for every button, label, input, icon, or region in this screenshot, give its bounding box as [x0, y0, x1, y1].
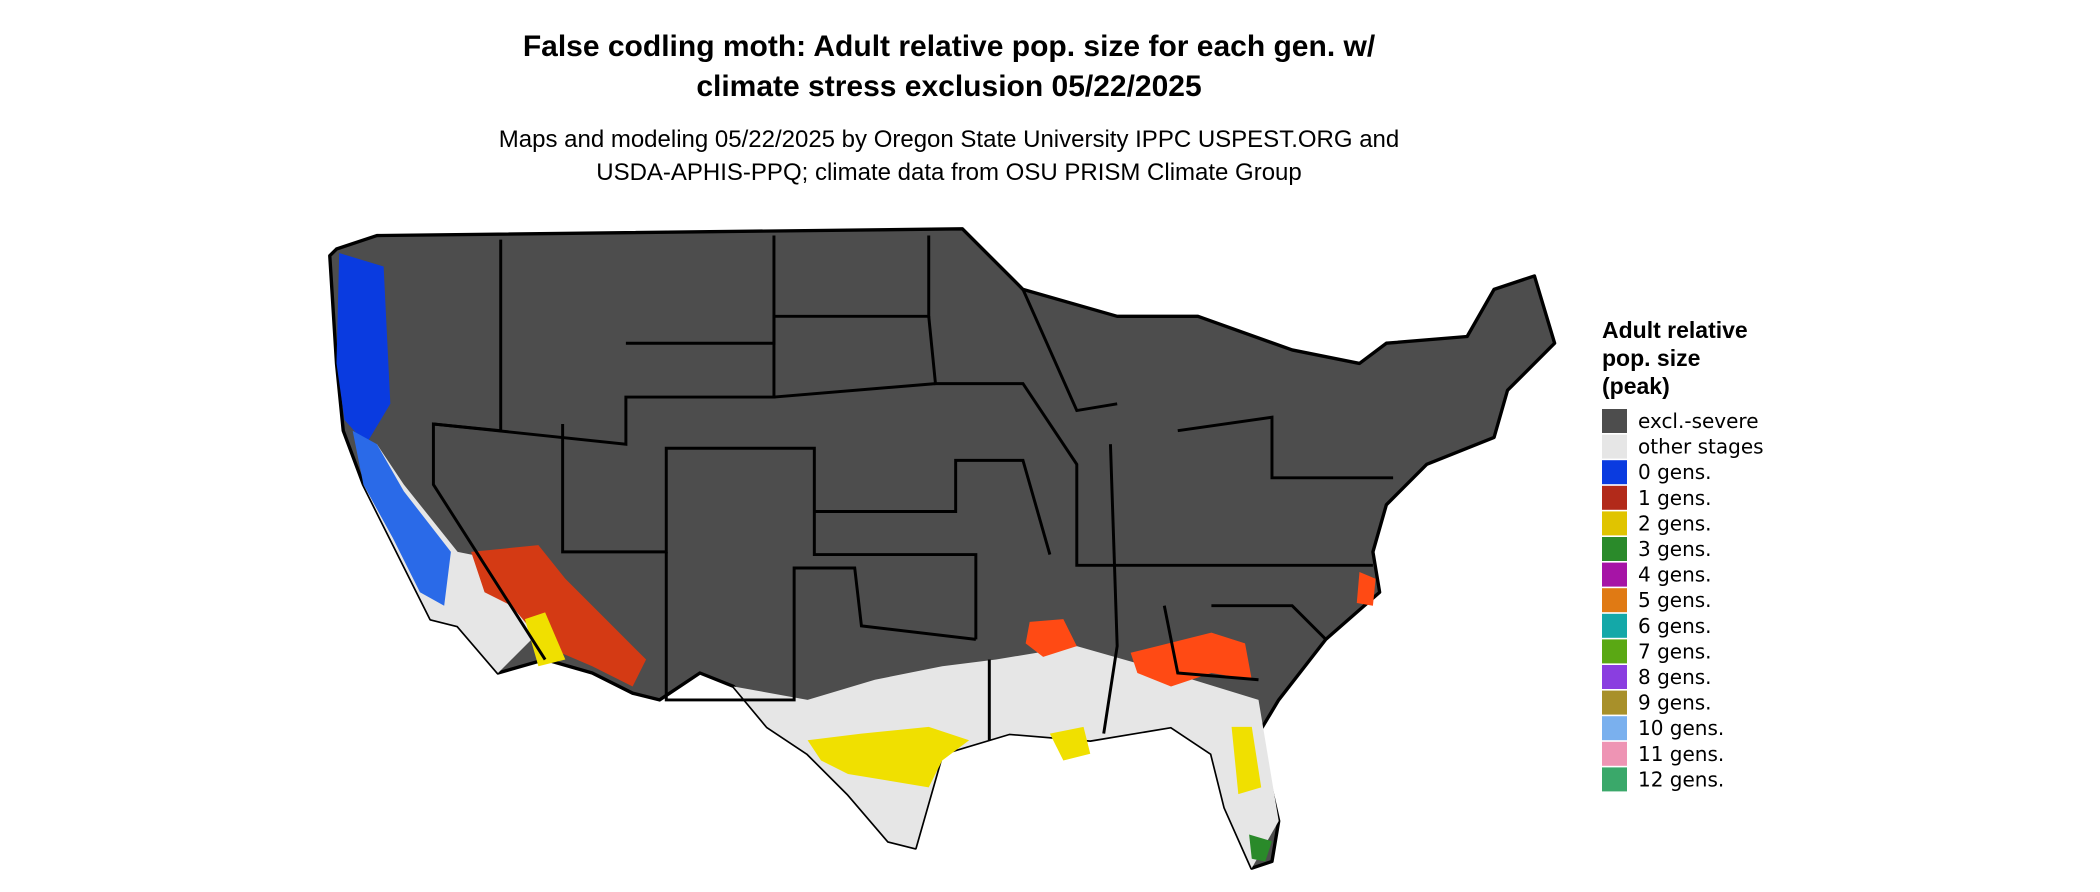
legend-swatch [1602, 741, 1627, 766]
legend-swatch [1602, 562, 1627, 587]
legend-label: 9 gens. [1638, 691, 1712, 715]
region-0-gens [336, 253, 391, 445]
legend-swatch [1602, 639, 1627, 664]
legend-swatch [1602, 690, 1627, 715]
legend-swatch [1602, 485, 1627, 510]
region-3-gens [1249, 834, 1272, 862]
legend-label: 11 gens. [1638, 742, 1724, 766]
state-borders [431, 235, 1394, 741]
region-2-gens [1049, 726, 1091, 761]
legend-label: 10 gens. [1638, 716, 1724, 740]
subtitle-line: USDA-APHIS-PPQ; climate data from OSU PR… [596, 159, 1302, 186]
legend-label: 2 gens. [1638, 511, 1712, 535]
legend-swatch [1602, 409, 1627, 433]
legend-label: 3 gens. [1638, 537, 1712, 561]
region-2-gens [1231, 726, 1262, 795]
legend-swatch [1602, 665, 1627, 689]
legend-label: other stages [1638, 435, 1764, 459]
legend-label: 8 gens. [1638, 665, 1712, 689]
legend-swatch [1602, 716, 1627, 741]
title-line: climate stress exclusion 05/22/2025 [696, 70, 1201, 103]
legend-swatch [1602, 588, 1627, 613]
region-0-gens [352, 430, 451, 606]
title-line: False codling moth: Adult relative pop. … [523, 30, 1376, 63]
map [328, 227, 1557, 870]
legend-swatch [1602, 537, 1627, 561]
legend-swatch [1602, 434, 1627, 459]
legend-title-line: pop. size [1602, 345, 1700, 371]
region-1-gens [471, 545, 647, 687]
legend-swatch [1602, 613, 1627, 638]
legend-swatch [1602, 511, 1627, 536]
legend-label: 5 gens. [1638, 588, 1712, 612]
subtitle-line: Maps and modeling 05/22/2025 by Oregon S… [499, 126, 1399, 153]
legend-label: 7 gens. [1638, 639, 1712, 663]
legend-label: excl.-severe [1638, 409, 1759, 433]
region-5-gens [1025, 619, 1077, 657]
legend-label: 4 gens. [1638, 563, 1712, 587]
legend-title-line: (peak) [1602, 373, 1670, 399]
legend-label: 12 gens. [1638, 767, 1724, 791]
legend-label: 1 gens. [1638, 486, 1712, 510]
region-5-gens [1356, 572, 1376, 606]
region-2-gens [524, 612, 566, 667]
legend-label: 0 gens. [1638, 460, 1712, 484]
legend-label: 6 gens. [1638, 614, 1712, 638]
legend-swatch [1602, 767, 1627, 792]
legend-title-line: Adult relative [1602, 317, 1748, 343]
region-other-stages [733, 646, 1279, 869]
region-2-gens [807, 726, 970, 788]
region-5-gens [1130, 632, 1252, 687]
legend-swatch [1602, 460, 1627, 485]
